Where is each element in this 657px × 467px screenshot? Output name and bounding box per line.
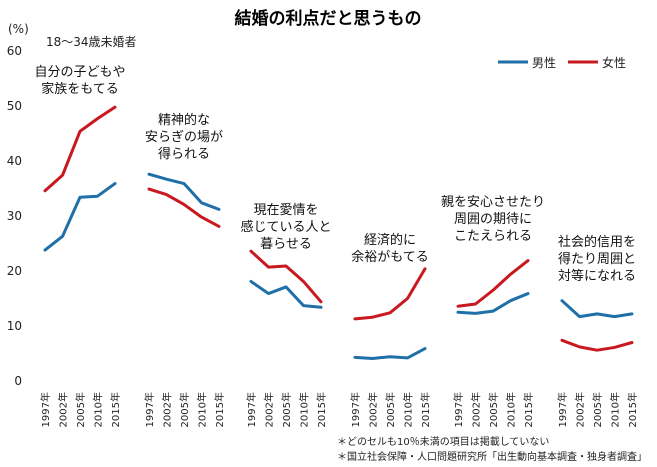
x-tick-label: 2005年 <box>280 392 293 427</box>
chart-subtitle: 18～34歳未婚者 <box>46 35 137 49</box>
x-tick-label: 2010年 <box>298 392 311 427</box>
x-tick-label: 2005年 <box>487 392 500 427</box>
legend-label-male: 男性 <box>532 56 556 70</box>
x-tick-label: 1997年 <box>39 392 52 427</box>
series-line-male <box>43 182 117 252</box>
series-line-male <box>353 347 427 360</box>
series-line-male <box>456 292 530 315</box>
group-label: 精神的な <box>158 112 210 128</box>
group-label: 家族をもてる <box>41 81 118 97</box>
x-tick-label: 2010年 <box>196 392 209 427</box>
x-tick-label: 2015年 <box>522 392 535 427</box>
series-line-male <box>560 299 634 319</box>
x-tick-label: 1997年 <box>245 392 258 427</box>
group-label: 現在愛情を <box>253 203 318 218</box>
x-tick-label: 2002年 <box>263 392 276 427</box>
group-label: 得たり周囲と <box>558 251 636 267</box>
series-line-female <box>43 105 117 193</box>
x-tick-label: 2015年 <box>213 392 226 427</box>
x-tick-label: 2015年 <box>109 392 122 427</box>
group-label: 対等になれる <box>558 268 636 284</box>
x-tick-label: 2010年 <box>92 392 105 427</box>
series-line-male <box>249 279 323 309</box>
x-tick-label: 2005年 <box>591 392 604 427</box>
x-tick-label: 1997年 <box>349 392 362 427</box>
x-tick-label: 2005年 <box>74 392 87 427</box>
x-tick-label: 2002年 <box>574 392 587 427</box>
group-label: 親を安心させたり <box>441 195 545 210</box>
legend: 男性 女性 <box>498 55 626 70</box>
x-tick-label: 2002年 <box>161 392 174 427</box>
group-label: 感じている人と <box>240 219 331 235</box>
group-label: 自分の子どもや <box>34 65 125 80</box>
y-unit-label: (%) <box>8 22 29 36</box>
series-line-female <box>456 259 530 308</box>
x-tick-label: 2002年 <box>367 392 380 427</box>
note-2: ＊国立社会保障・人口問題研究所「出生動向基本調査・独身者調査」 <box>337 450 647 463</box>
group-label: 暮らせる <box>260 237 312 252</box>
group-label: 余裕がもてる <box>351 249 428 265</box>
series-line-female <box>249 249 323 304</box>
y-tick-label: 40 <box>7 154 22 168</box>
x-tick-label: 1997年 <box>143 392 156 427</box>
x-tick-label: 2010年 <box>402 392 415 427</box>
y-axis: 0 10 20 30 40 50 60 <box>7 44 22 388</box>
y-tick-label: 10 <box>7 319 22 333</box>
x-tick-label: 2010年 <box>505 392 518 427</box>
x-tick-label: 2005年 <box>384 392 397 427</box>
group-label: こたえられる <box>454 229 532 244</box>
x-tick-label: 2015年 <box>626 392 639 427</box>
legend-label-female: 女性 <box>602 55 626 70</box>
y-tick-label: 50 <box>7 99 22 113</box>
chart-title: 結婚の利点だと思うもの <box>235 8 422 29</box>
y-tick-label: 0 <box>14 374 22 388</box>
x-tick-label: 1997年 <box>556 392 569 427</box>
x-tick-label: 2015年 <box>315 392 328 427</box>
group-label: 経済的に <box>364 232 416 248</box>
group-label: 周囲の期待に <box>454 212 532 227</box>
x-tick-label: 2002年 <box>470 392 483 427</box>
series-line-male <box>147 172 221 211</box>
series-line-female <box>147 187 221 228</box>
note-1: ＊どのセルも10％未満の項目は掲載していない <box>337 436 549 448</box>
x-tick-label: 2015年 <box>419 392 432 427</box>
group-label: 社会的信用を <box>558 234 636 250</box>
y-tick-label: 30 <box>7 209 22 223</box>
x-tick-label: 2005年 <box>178 392 191 427</box>
x-tick-label: 2010年 <box>609 392 622 427</box>
series-line-female <box>353 267 427 321</box>
group-label: 得られる <box>158 146 210 162</box>
y-tick-label: 20 <box>7 264 22 278</box>
group-label: 安らぎの場が <box>145 130 223 145</box>
series-line-female <box>560 338 634 352</box>
x-tick-label: 1997年 <box>452 392 465 427</box>
y-tick-label: 60 <box>7 44 22 58</box>
x-tick-label: 2002年 <box>57 392 70 427</box>
